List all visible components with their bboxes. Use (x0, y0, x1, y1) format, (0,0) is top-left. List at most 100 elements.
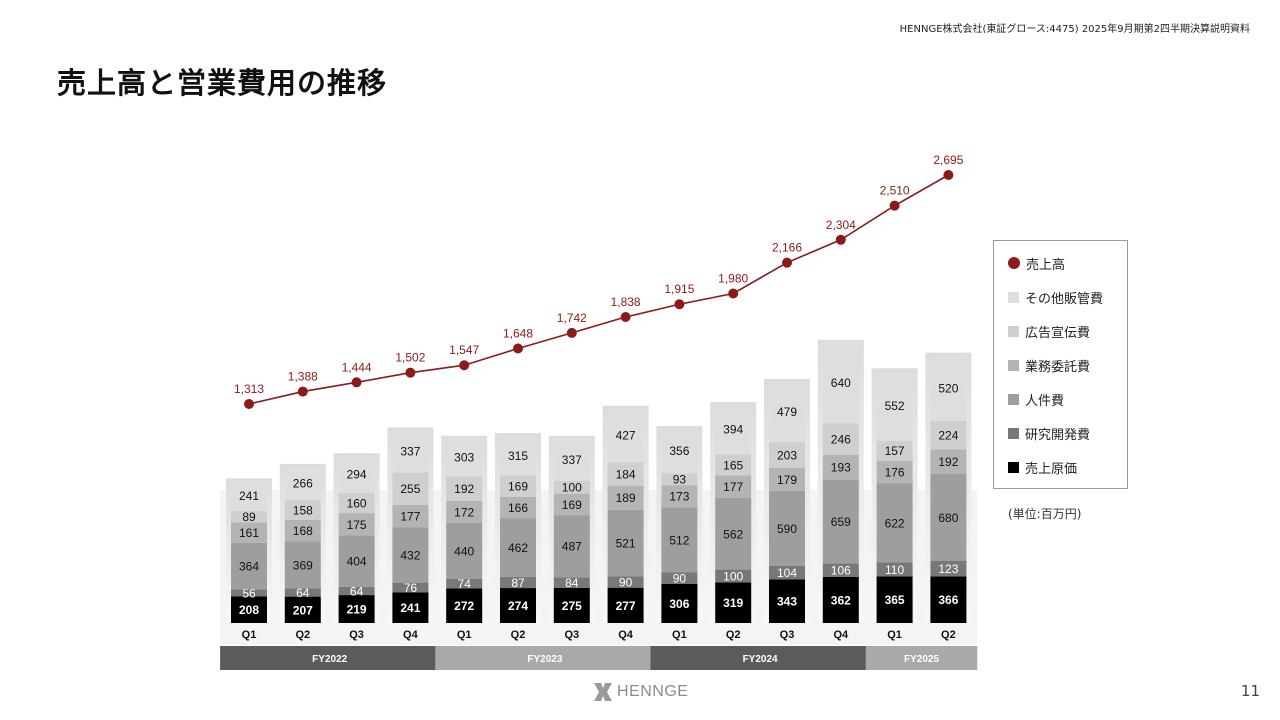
legend-swatch-revenue (1008, 257, 1020, 269)
data-label-personnel: 364 (239, 560, 259, 574)
data-label-outsourcing: 166 (508, 501, 528, 515)
data-label-rnd: 90 (673, 572, 687, 586)
bar-segment-advertising (392, 472, 429, 505)
bar-segment-personnel (822, 479, 859, 564)
bar-segment-other_sga (661, 427, 698, 474)
data-label-cogs: 343 (777, 595, 797, 609)
data-label-outsourcing: 173 (669, 490, 689, 504)
data-label-cogs: 207 (293, 603, 313, 617)
bar-segment-other_sga (715, 404, 752, 455)
bar-segment-cogs (822, 576, 859, 623)
data-label-rnd: 74 (458, 577, 472, 591)
legend-label: 人件費 (1025, 393, 1065, 409)
data-label-rnd: 104 (777, 566, 797, 580)
data-label-rnd: 106 (831, 564, 851, 578)
legend-label: 広告宣伝費 (1025, 325, 1091, 341)
data-label-cogs: 274 (508, 599, 528, 613)
bar-segment-personnel (446, 522, 483, 579)
data-label-other_sga: 394 (723, 423, 743, 437)
data-label-cogs: 275 (562, 599, 582, 613)
bar-segment-other_sga (930, 354, 967, 421)
data-label-other_sga: 552 (885, 399, 905, 413)
fiscal-year-band (220, 646, 440, 670)
bar-segment-other_sga (231, 480, 267, 512)
data-label-rnd: 84 (565, 576, 579, 590)
bar-segment-other_sga (392, 429, 429, 473)
bar-segment-outsourcing (231, 522, 267, 543)
legend-label: その他販管費 (1025, 291, 1104, 307)
legend-item-outsourcing: 業務委託費 (1008, 356, 1090, 375)
data-label-personnel: 369 (293, 558, 313, 572)
x-tick-label: Q1 (887, 629, 902, 641)
data-label-cogs: 208 (239, 603, 259, 617)
bar-segment-cogs (876, 576, 913, 623)
data-label-rnd: 87 (511, 576, 525, 590)
bar-segment-outsourcing (930, 449, 967, 474)
data-label-cogs: 277 (616, 599, 636, 613)
legend-swatch-other_sga (1008, 291, 1019, 303)
data-label-personnel: 432 (400, 549, 420, 563)
bar-segment-other_sga (338, 455, 375, 493)
revenue-point (782, 257, 792, 268)
revenue-line (248, 174, 949, 405)
bar-segment-rnd (715, 569, 752, 583)
data-label-outsourcing: 189 (616, 491, 636, 505)
bar-segment-other_sga (607, 407, 644, 463)
logo-text: HENNGE (617, 683, 689, 700)
data-label-rnd: 56 (242, 586, 256, 600)
bar-segment-rnd (607, 576, 644, 588)
revenue-point (620, 312, 631, 323)
legend-item-personnel: 人件費 (1008, 390, 1065, 409)
fiscal-year-label: FY2024 (743, 654, 778, 665)
bar-segment-cogs (715, 582, 752, 623)
revenue-label: 1,915 (664, 282, 694, 296)
data-label-rnd: 64 (296, 586, 310, 600)
data-label-rnd: 76 (404, 581, 418, 595)
x-tick-label: Q2 (295, 629, 310, 641)
revenue-label: 2,510 (880, 184, 910, 198)
data-label-personnel: 440 (454, 544, 474, 558)
legend-swatch-outsourcing (1008, 359, 1019, 371)
legend-item-cogs: 売上原価 (1008, 458, 1077, 477)
revenue-label: 2,166 (772, 241, 802, 255)
data-label-rnd: 123 (938, 562, 958, 576)
fiscal-year-band (435, 646, 655, 670)
bar-segment-cogs (338, 595, 375, 623)
bar-segment-cogs (607, 587, 644, 623)
fiscal-year-label: FY2023 (527, 654, 562, 665)
data-label-rnd: 64 (350, 584, 364, 598)
chart-legend: 売上高 その他販管費 広告宣伝費 業務委託費 人件費 研究開発費 売上原価 (993, 240, 1128, 489)
bar-segment-personnel (553, 515, 590, 578)
bar-segment-advertising (446, 476, 483, 501)
bar-segment-rnd (284, 588, 321, 597)
revenue-point (459, 360, 470, 371)
x-tick-label: Q1 (457, 629, 472, 641)
data-label-advertising: 255 (400, 482, 420, 496)
data-label-advertising: 89 (242, 510, 256, 524)
revenue-point (835, 234, 846, 245)
data-label-outsourcing: 168 (293, 524, 313, 538)
bar-segment-other_sga (822, 341, 859, 424)
bar-segment-rnd (231, 589, 267, 597)
bar-segment-advertising (876, 440, 913, 461)
fiscal-year-label: FY2025 (904, 654, 939, 665)
revenue-point (566, 327, 577, 338)
revenue-label: 2,695 (933, 153, 963, 167)
data-label-other_sga: 479 (777, 405, 797, 419)
bar-segment-advertising (284, 499, 321, 520)
data-label-cogs: 306 (669, 597, 689, 611)
revenue-label: 1,502 (395, 351, 425, 365)
data-label-other_sga: 640 (831, 376, 851, 390)
data-label-personnel: 562 (723, 527, 743, 541)
data-label-advertising: 93 (673, 473, 687, 487)
bar-segment-advertising (500, 475, 536, 497)
data-label-advertising: 157 (885, 444, 905, 458)
bar-segment-cogs (553, 587, 590, 623)
data-label-outsourcing: 161 (239, 526, 259, 540)
legend-swatch-personnel (1008, 393, 1019, 405)
legend-swatch-cogs (1008, 461, 1019, 473)
bar-segment-rnd (769, 566, 805, 580)
fiscal-year-band (865, 646, 978, 670)
revenue-point (351, 377, 362, 388)
revenue-point (513, 343, 523, 354)
